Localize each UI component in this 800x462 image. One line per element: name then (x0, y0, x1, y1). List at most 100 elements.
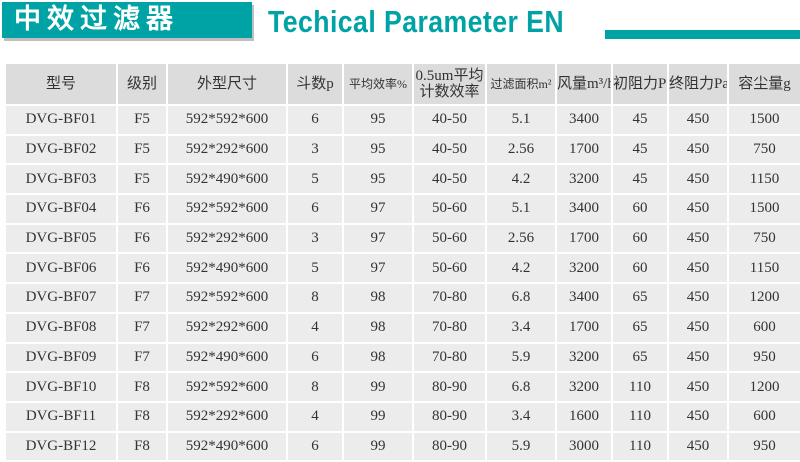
table-row: DVG-BF03 F5 592*490*600 5 95 40-50 4.2 3200 45 45… (4, 163, 800, 196)
table-cell: 450 (667, 371, 729, 403)
table-cell: 592*490*600 (166, 163, 288, 196)
table-row: DVG-BF01 F5 592*592*600 6 95 40-50 5.1 3400 45 45… (4, 104, 800, 136)
table-cell: 4.2 (485, 252, 557, 285)
table-cell: 6.8 (485, 371, 557, 403)
page-title: 中效过滤器 (2, 2, 252, 38)
table-cell: 50-60 (412, 222, 487, 255)
table-cell: 450 (667, 252, 729, 285)
table-cell: 99 (342, 371, 414, 403)
table-cell: 8 (286, 371, 344, 403)
table-cell: 592*592*600 (166, 371, 288, 403)
table-cell: 60 (611, 193, 669, 225)
table-cell: 450 (667, 341, 729, 374)
table-cell: DVG-BF11 (4, 400, 118, 433)
table-cell: 3400 (555, 104, 613, 136)
table-cell: 95 (342, 133, 414, 166)
table-cell: 450 (667, 311, 729, 344)
table-cell: 50-60 (412, 252, 487, 285)
table-cell: 3.4 (485, 400, 557, 433)
table-cell: F7 (116, 311, 168, 344)
table-row: DVG-BF10 F8 592*592*600 8 99 80-90 6.8 3200 110 4… (4, 371, 800, 403)
table-row: DVG-BF05 F6 592*292*600 3 97 50-60 2.56 1700 60 4… (4, 222, 800, 255)
table-cell: 70-80 (412, 311, 487, 344)
table-cell: 450 (667, 430, 729, 462)
table-cell: 45 (611, 163, 669, 196)
table-cell: 98 (342, 341, 414, 374)
table-cell: 450 (667, 133, 729, 166)
table-cell: 3400 (555, 282, 613, 314)
table-cell: 1200 (727, 371, 800, 403)
table-cell: 2.56 (485, 222, 557, 255)
column-header: 初阻力Pa (611, 62, 669, 106)
table-cell: 98 (342, 282, 414, 314)
table-cell: DVG-BF02 (4, 133, 118, 166)
table-cell: 3200 (555, 252, 613, 285)
table-row: DVG-BF06 F6 592*490*600 5 97 50-60 4.2 3200 60 45… (4, 252, 800, 285)
table-cell: 1500 (727, 193, 800, 225)
table-cell: 110 (611, 430, 669, 462)
table-cell: 5.9 (485, 430, 557, 462)
column-header: 终阻力Pa (667, 62, 729, 106)
table-cell: 95 (342, 104, 414, 136)
table-cell: 1700 (555, 133, 613, 166)
table-cell: F5 (116, 133, 168, 166)
table-cell: 95 (342, 163, 414, 196)
table-cell: 592*490*600 (166, 252, 288, 285)
table-cell: 592*592*600 (166, 104, 288, 136)
table-cell: 592*592*600 (166, 193, 288, 225)
column-header: 平均效率% (342, 62, 414, 106)
table-cell: 80-90 (412, 371, 487, 403)
table-cell: 1700 (555, 311, 613, 344)
table-cell: 4.2 (485, 163, 557, 196)
table-cell: F8 (116, 430, 168, 462)
table-cell: F5 (116, 163, 168, 196)
table-cell: DVG-BF07 (4, 282, 118, 314)
table-cell: 592*592*600 (166, 282, 288, 314)
table-cell: 4 (286, 311, 344, 344)
table-cell: F6 (116, 222, 168, 255)
table-cell: DVG-BF10 (4, 371, 118, 403)
table-cell: 950 (727, 341, 800, 374)
table-cell: 450 (667, 400, 729, 433)
table-cell: 99 (342, 400, 414, 433)
table-cell: 3000 (555, 430, 613, 462)
table-cell: 3200 (555, 341, 613, 374)
table-cell: 99 (342, 430, 414, 462)
table-cell: 70-80 (412, 341, 487, 374)
table-cell: 98 (342, 311, 414, 344)
column-header: 级别 (116, 62, 168, 106)
table-cell: DVG-BF06 (4, 252, 118, 285)
table-row: DVG-BF12 F8 592*490*600 6 99 80-90 5.9 3000 110 4… (4, 430, 800, 462)
table-cell: 3.4 (485, 311, 557, 344)
table-cell: 3200 (555, 163, 613, 196)
table-cell: 5.9 (485, 341, 557, 374)
table-cell: 3 (286, 222, 344, 255)
table-cell: DVG-BF12 (4, 430, 118, 462)
table-cell: F8 (116, 371, 168, 403)
column-header: 斗数p (286, 62, 344, 106)
table-cell: 3 (286, 133, 344, 166)
title-rule (605, 30, 800, 39)
table-cell: 97 (342, 252, 414, 285)
table-cell: 1200 (727, 282, 800, 314)
table-cell: 40-50 (412, 104, 487, 136)
table-cell: 40-50 (412, 163, 487, 196)
table-cell: DVG-BF05 (4, 222, 118, 255)
table-cell: 6.8 (485, 282, 557, 314)
table-cell: 450 (667, 222, 729, 255)
table-cell: 600 (727, 311, 800, 344)
column-header: 外型尺寸 (166, 62, 288, 106)
table-cell: 110 (611, 371, 669, 403)
table-cell: 65 (611, 311, 669, 344)
table-cell: 4 (286, 400, 344, 433)
table-cell: 6 (286, 104, 344, 136)
table-cell: 65 (611, 341, 669, 374)
table-cell: 450 (667, 163, 729, 196)
column-header: 0.5um平均计数效率 (412, 62, 487, 106)
table-cell: F6 (116, 252, 168, 285)
table-cell: 450 (667, 193, 729, 225)
column-header: 风量m³/h (555, 62, 613, 106)
table-cell: 592*490*600 (166, 430, 288, 462)
table-cell: 950 (727, 430, 800, 462)
table-cell: 65 (611, 282, 669, 314)
